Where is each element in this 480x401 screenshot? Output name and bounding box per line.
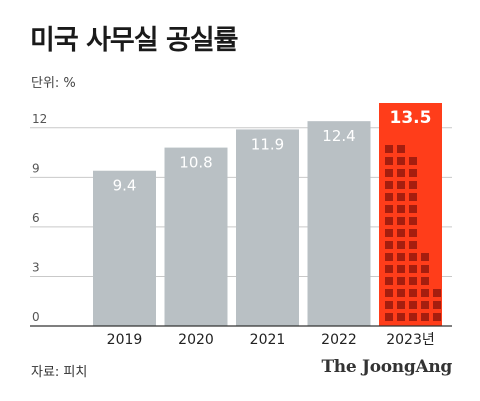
window-square: [397, 301, 405, 309]
window-square: [409, 205, 417, 213]
window-square: [397, 289, 405, 297]
window-square: [397, 229, 405, 237]
bar: [236, 129, 299, 326]
window-square: [385, 145, 393, 153]
window-square: [385, 229, 393, 237]
bar-value-label: 13.5: [390, 108, 432, 128]
window-square: [421, 253, 429, 261]
bar-value-label: 11.9: [251, 135, 284, 153]
source-label: 자료: 피치: [31, 365, 88, 380]
window-square: [385, 193, 393, 201]
window-square: [409, 241, 417, 249]
window-square: [397, 277, 405, 285]
window-square: [433, 289, 441, 297]
window-square: [409, 193, 417, 201]
x-tick-label: 2022: [321, 332, 357, 348]
window-square: [397, 217, 405, 225]
window-square: [421, 313, 429, 321]
window-square: [385, 289, 393, 297]
window-square: [385, 205, 393, 213]
window-square: [409, 181, 417, 189]
y-tick-label: 12: [32, 112, 47, 126]
window-square: [397, 253, 405, 261]
window-square: [397, 265, 405, 273]
bar: [307, 121, 371, 326]
window-square: [385, 169, 393, 177]
window-square: [409, 289, 417, 297]
window-square: [397, 313, 405, 321]
window-square: [409, 313, 417, 321]
window-square: [409, 229, 417, 237]
window-square: [409, 169, 417, 177]
window-square: [397, 169, 405, 177]
window-square: [385, 265, 393, 273]
x-tick-label: 2021: [250, 332, 286, 348]
window-square: [421, 289, 429, 297]
y-tick-label: 6: [32, 211, 40, 225]
window-square: [397, 181, 405, 189]
window-square: [409, 265, 417, 273]
y-tick-label: 3: [32, 260, 40, 274]
window-square: [409, 157, 417, 165]
window-square: [409, 277, 417, 285]
window-square: [397, 145, 405, 153]
window-square: [385, 217, 393, 225]
x-tick-label: 2023년: [386, 332, 435, 348]
brand-logo: The JoongAng: [321, 357, 452, 377]
bar-value-label: 9.4: [113, 177, 137, 195]
y-tick-label: 9: [32, 161, 40, 175]
window-square: [409, 217, 417, 225]
bar-value-label: 12.4: [322, 127, 355, 145]
window-square: [385, 181, 393, 189]
window-square: [397, 157, 405, 165]
window-square: [385, 301, 393, 309]
x-tick-label: 2020: [178, 332, 214, 348]
window-square: [385, 241, 393, 249]
window-square: [385, 313, 393, 321]
window-square: [433, 301, 441, 309]
window-square: [421, 277, 429, 285]
window-square: [409, 301, 417, 309]
window-square: [421, 301, 429, 309]
window-square: [397, 193, 405, 201]
window-square: [397, 241, 405, 249]
chart-title: 미국 사무실 공실률: [30, 25, 239, 56]
window-square: [385, 253, 393, 261]
unit-label: 단위: %: [31, 76, 76, 91]
window-square: [433, 313, 441, 321]
bar: [93, 170, 156, 326]
window-square: [409, 253, 417, 261]
bar-value-label: 10.8: [179, 154, 212, 172]
bar: [164, 147, 228, 326]
y-tick-label: 0: [32, 310, 40, 324]
window-square: [385, 277, 393, 285]
window-square: [421, 265, 429, 273]
x-tick-label: 2019: [107, 332, 143, 348]
window-square: [397, 205, 405, 213]
bar-highlight: [379, 103, 442, 326]
window-square: [385, 157, 393, 165]
